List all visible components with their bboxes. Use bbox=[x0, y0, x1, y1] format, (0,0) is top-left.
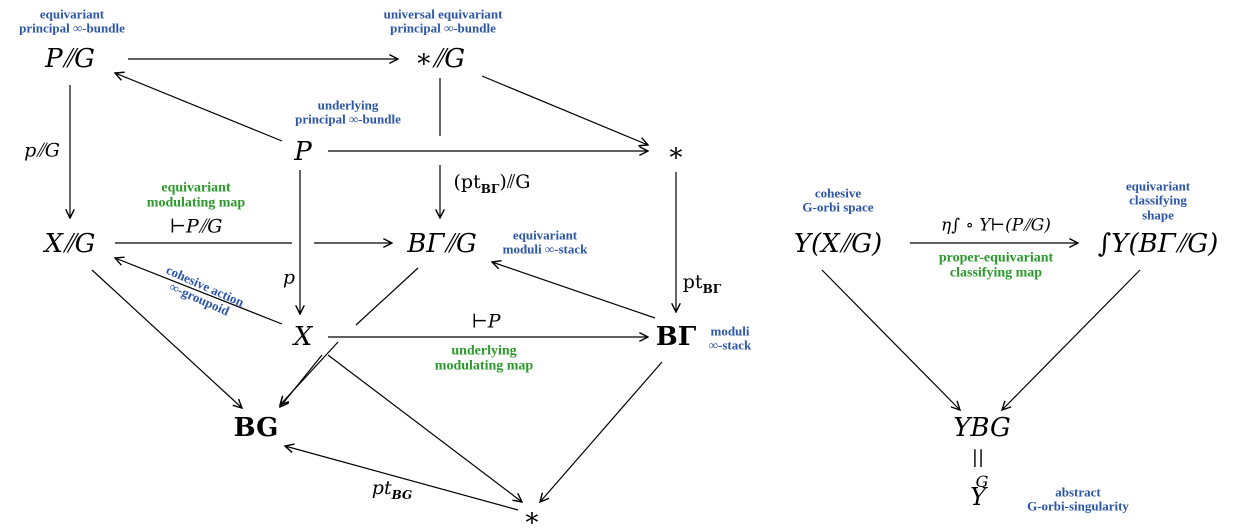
node-x-mod-g: X⫽G bbox=[44, 229, 96, 259]
annotation-abstract-orbi: abstract G-orbi-singularity bbox=[1027, 484, 1129, 514]
arrow-x-to-bg bbox=[280, 354, 323, 407]
node-bgamma: BΓ bbox=[655, 322, 697, 352]
arrow-xmodg-to-bg bbox=[91, 269, 242, 408]
node-star-top: ∗ bbox=[667, 138, 685, 168]
annotation-moduli-stack: moduli ∞-stack bbox=[708, 323, 752, 353]
node-shape-x-mod-g: Υ(X⫽G) bbox=[793, 229, 883, 259]
annotation-equivariant-classifying: equivariant classifying shape bbox=[1125, 178, 1191, 223]
node-orbi-g: Υ bbox=[970, 483, 986, 511]
node-star-mod-g: ∗⫽G bbox=[414, 44, 466, 74]
label-pt-bgamma: ptBΓ bbox=[682, 271, 722, 296]
arrow-x-to-xmodg bbox=[115, 258, 283, 325]
annotation-proper-equivariant: proper-equivariant classifying map bbox=[938, 250, 1054, 281]
label-p-mod-g: p⫽G bbox=[24, 139, 60, 162]
node-bgamma-mod-g: BΓ⫽G bbox=[407, 229, 477, 259]
annotation-universal-equivariant: universal equivariant principal ∞-bundle bbox=[383, 6, 503, 36]
label-mod-map: ⊢P bbox=[471, 310, 501, 333]
node-p: P bbox=[294, 137, 312, 167]
node-orbi-g-superscript: G bbox=[975, 472, 989, 491]
arrow-shape-bgamma-to-shape-bg bbox=[1002, 269, 1141, 410]
annotation-cohesive-orbi: cohesive G-orbi space bbox=[802, 185, 874, 215]
arrow-x-to-star-bottom bbox=[327, 354, 522, 502]
label-p: p bbox=[282, 266, 296, 289]
label-equivariant-mod-map: ⊢P⫽G bbox=[169, 215, 223, 238]
node-star-bottom: ∗ bbox=[523, 503, 541, 531]
arrow-bgammamodg-to-bg-a bbox=[355, 267, 419, 326]
arrow-starmodg-to-star bbox=[481, 75, 648, 145]
arrow-bgamma-to-star-bottom bbox=[540, 361, 663, 502]
arrow-star-bottom-to-bg bbox=[285, 446, 519, 511]
label-shape-map: η∫ ∘ Υ⊢(P⫽G) bbox=[941, 215, 1051, 236]
arrow-shape-x-to-shape-bg bbox=[821, 269, 960, 410]
node-x: X bbox=[293, 322, 313, 352]
label-pt-bg: ptBG bbox=[371, 477, 413, 502]
annotation-equivariant-modulating: equivariant modulating map bbox=[146, 180, 246, 211]
annotation-equivariant-principal: equivariant principal ∞-bundle bbox=[19, 6, 125, 36]
node-shape-bg: ΥBG bbox=[953, 413, 1011, 443]
arrow-p-to-pmodg bbox=[115, 73, 283, 142]
annotation-equivariant-moduli: equivariant moduli ∞-stack bbox=[502, 227, 588, 257]
node-bg: BG bbox=[233, 413, 279, 443]
annotation-underlying-principal: underlying principal ∞-bundle bbox=[295, 97, 401, 127]
equals-sign: || bbox=[971, 447, 985, 468]
annotation-underlying-modulating: underlying modulating map bbox=[434, 343, 534, 374]
arrow-bgamma-to-bgammamodg bbox=[492, 262, 656, 319]
node-shape-bgamma-mod-g: ∫Υ(BΓ⫽G) bbox=[1097, 229, 1219, 259]
node-p-mod-g: P⫽G bbox=[45, 44, 95, 74]
label-pt-bgamma-mod-g: (ptBΓ)⫽G bbox=[453, 171, 531, 196]
